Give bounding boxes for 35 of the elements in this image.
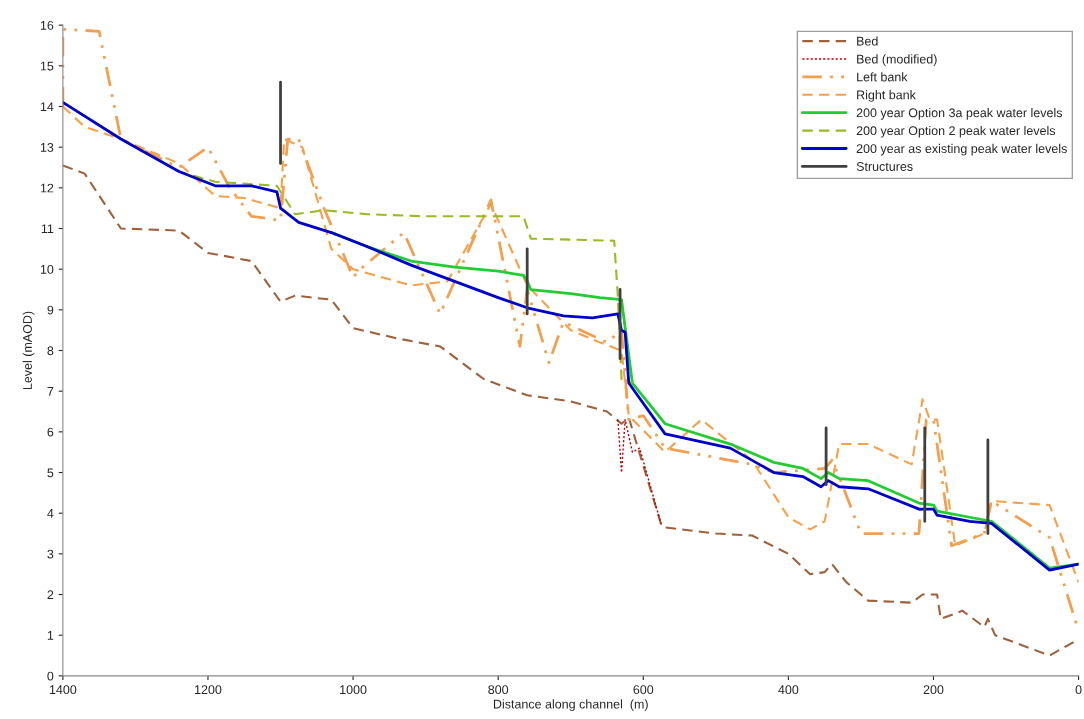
legend-label: 200 year Option 3a peak water levels (856, 108, 1063, 120)
legend-label: Left bank (857, 72, 908, 82)
y-tick-label: 7 (47, 387, 54, 396)
y-tick-label: 14 (40, 102, 54, 112)
y-tick-label: 3 (47, 549, 54, 559)
y-tick-label: 6 (47, 427, 54, 437)
x-tick-label: 1400 (49, 685, 77, 695)
legend-label: 200 year Option 2 peak water levels (856, 125, 1056, 138)
y-tick-label: 8 (47, 346, 54, 356)
y-tick-label: 4 (47, 509, 54, 518)
legend-label: Bed (857, 36, 878, 46)
x-axis-title: Distance along channel (m) (493, 699, 648, 711)
y-tick-label: 11 (41, 224, 54, 234)
legend-label: Structures (856, 162, 913, 171)
y-tick-label: 5 (47, 468, 54, 478)
y-tick-label: 10 (40, 264, 54, 274)
y-tick-label: 9 (47, 305, 54, 315)
x-tick-label: 1200 (195, 685, 222, 695)
y-tick-label: 16 (40, 20, 54, 30)
legend-label: 200 year as existing peak water levels (856, 143, 1067, 156)
y-tick-label: 2 (47, 590, 54, 600)
y-tick-label: 13 (40, 142, 54, 152)
x-tick-label: 400 (778, 685, 799, 695)
x-tick-label: 0 (1075, 685, 1082, 695)
legend-label: Right bank (857, 90, 916, 102)
y-tick-label: 1 (47, 631, 54, 640)
x-tick-label: 800 (488, 685, 509, 695)
x-tick-label: 600 (633, 685, 654, 695)
y-tick-label: 0 (47, 671, 54, 681)
y-tick-label: 15 (40, 61, 54, 71)
x-tick-label: 200 (923, 685, 944, 695)
x-tick-label: 1000 (340, 685, 367, 695)
legend-label: Bed (modified) (857, 54, 937, 66)
y-tick-label: 12 (40, 183, 54, 193)
y-axis-title: Level (mAOD) (22, 311, 35, 390)
